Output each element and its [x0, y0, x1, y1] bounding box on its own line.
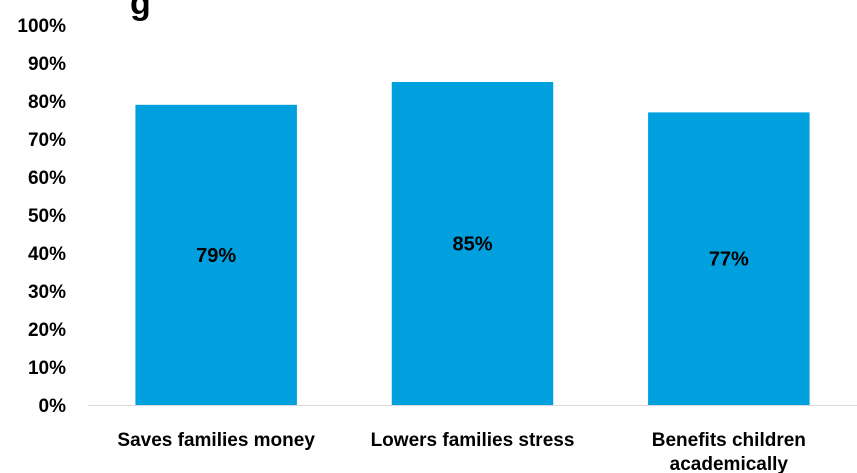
y-tick-label: 0% [39, 396, 67, 417]
y-tick-label: 20% [28, 320, 66, 341]
data-labels-group: 79% 85% 77% [196, 234, 749, 271]
data-label: 79% [196, 245, 236, 267]
y-tick-label: 60% [28, 168, 66, 189]
y-tick-label: 90% [28, 54, 66, 75]
y-tick-label: 100% [17, 16, 66, 37]
bar [391, 82, 554, 405]
y-tick-label: 80% [28, 92, 66, 113]
bar [135, 104, 297, 406]
clipped-title-fragment: g [130, 0, 151, 22]
y-tick-label: 50% [28, 206, 66, 227]
bar [648, 112, 810, 406]
clipped-title-glyph: g [130, 0, 151, 22]
x-axis: Saves families money Lowers families stre… [117, 430, 805, 473]
y-tick-label: 40% [28, 244, 66, 265]
x-tick-label: Saves families money [117, 430, 315, 451]
y-tick-label: 30% [28, 282, 66, 303]
y-axis: 0% 10% 20% 30% 40% 50% 60% 70% 80% 90% 100% [17, 16, 66, 417]
x-tick-label: academically [670, 454, 789, 473]
bars-group [135, 82, 810, 406]
y-tick-label: 10% [28, 358, 66, 379]
x-tick-label: Benefits children [652, 430, 806, 451]
x-tick-label: Lowers families stress [371, 430, 575, 451]
y-tick-label: 70% [28, 130, 66, 151]
data-label: 85% [452, 234, 492, 256]
data-label: 77% [709, 249, 749, 271]
